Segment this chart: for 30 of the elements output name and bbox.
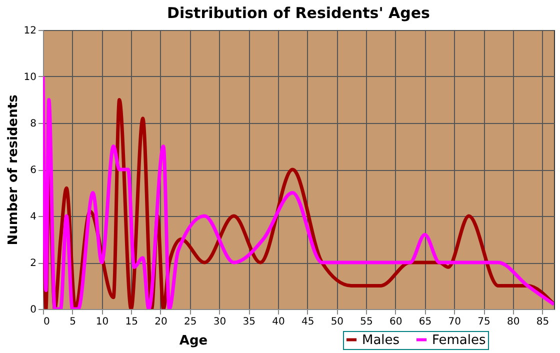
y-tick-label: 8 xyxy=(30,118,36,130)
chart-title: Distribution of Residents' Ages xyxy=(167,4,430,22)
x-tick-label: 20 xyxy=(154,316,168,328)
x-tick-label: 5 xyxy=(70,316,76,328)
x-tick-label: 80 xyxy=(507,316,520,328)
x-tick-label: 40 xyxy=(272,316,285,328)
x-tick-label: 10 xyxy=(96,316,109,328)
x-tick-label: 55 xyxy=(360,316,373,328)
legend-label: Males xyxy=(362,332,400,348)
x-tick-label: 45 xyxy=(301,316,314,328)
x-tick-label: 35 xyxy=(242,316,256,328)
x-tick-label: 50 xyxy=(330,316,344,328)
x-tick-label: 30 xyxy=(213,316,226,328)
y-axis-title: Number of residents xyxy=(6,94,21,246)
y-tick-label: 12 xyxy=(24,26,36,36)
y-tick-label: 2 xyxy=(30,258,36,269)
y-tick-label: 6 xyxy=(30,165,36,176)
y-tick-label: 0 xyxy=(30,304,36,316)
x-tick-label: 0 xyxy=(44,316,50,328)
x-axis-title: Age xyxy=(179,334,208,348)
x-tick-label: 60 xyxy=(390,316,402,328)
x-tick-label: 85 xyxy=(536,316,550,328)
x-tick-label: 25 xyxy=(184,316,197,328)
legend-label: Females xyxy=(432,332,486,348)
x-tick-label: 70 xyxy=(448,316,462,328)
x-tick-label: 15 xyxy=(125,316,138,328)
x-tick-label: 65 xyxy=(418,316,432,328)
x-tick-label: 75 xyxy=(478,316,490,328)
y-tick-label: 4 xyxy=(30,212,36,222)
y-tick-label: 10 xyxy=(24,72,36,83)
